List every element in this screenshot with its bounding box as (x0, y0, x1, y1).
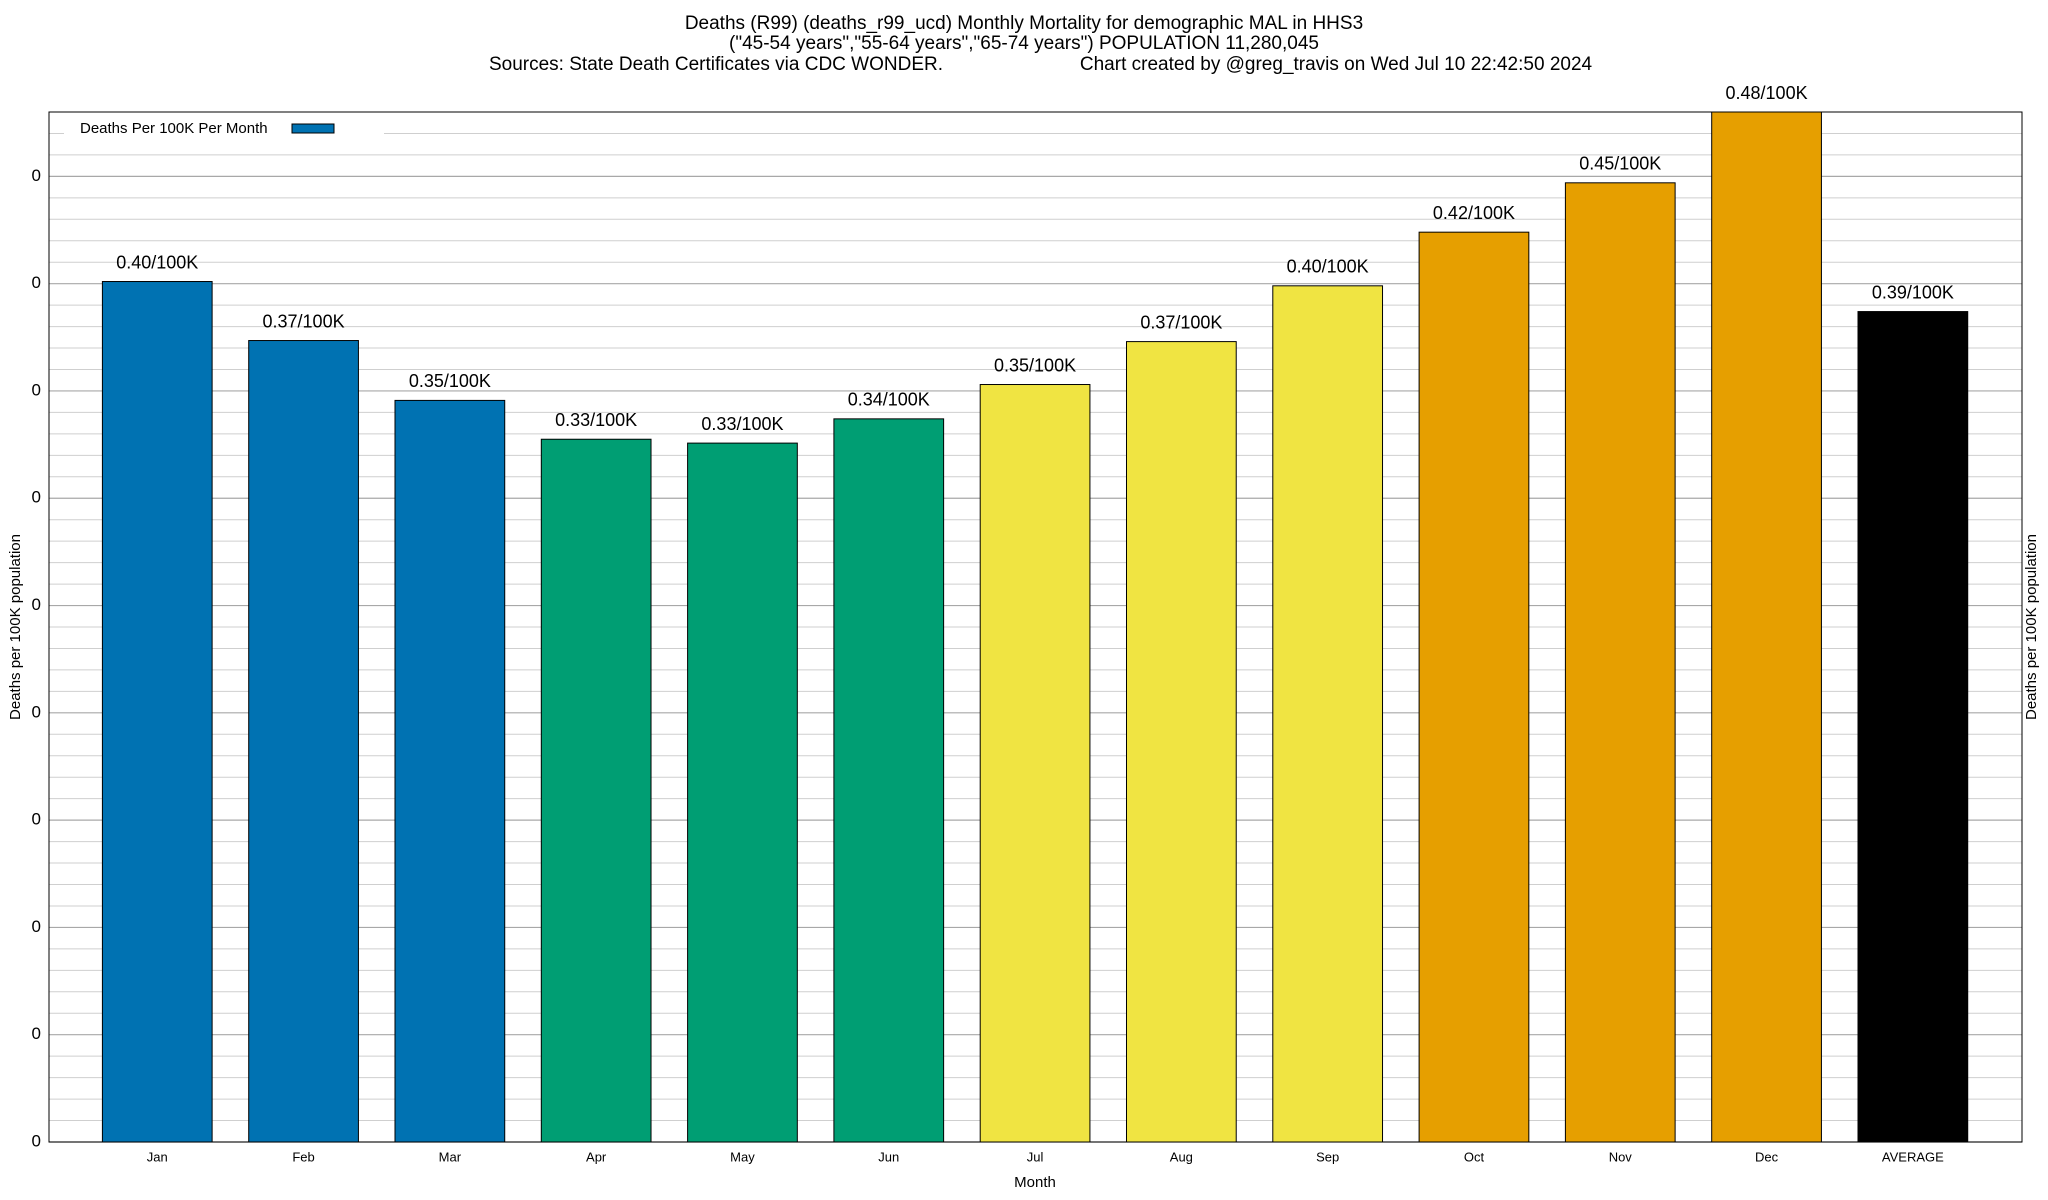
bar (540, 438, 652, 1143)
data-label: 0.40/100K (1287, 257, 1369, 277)
data-label: 0.34/100K (848, 390, 930, 410)
y-tick-label: 0 (32, 273, 41, 292)
bar (1711, 111, 1822, 1143)
data-label: 0.39/100K (1872, 282, 1954, 302)
x-tick-label: AVERAGE (1882, 1149, 1944, 1164)
legend-label: Deaths Per 100K Per Month (80, 120, 268, 137)
x-tick-label: Dec (1755, 1149, 1779, 1164)
data-label: 0.35/100K (409, 371, 491, 391)
bar (394, 399, 506, 1143)
bar (1564, 182, 1676, 1143)
data-label: 0.33/100K (555, 410, 637, 430)
bar (833, 418, 945, 1143)
y2-axis-label: Deaths per 100K population (2023, 534, 2040, 720)
data-label: 0.33/100K (701, 414, 783, 434)
x-tick-label: Aug (1170, 1149, 1193, 1164)
bar (1857, 311, 1969, 1143)
data-label: 0.35/100K (994, 355, 1076, 375)
data-label: 0.45/100K (1579, 154, 1661, 174)
bar (1418, 231, 1530, 1143)
chart-subtitle: ("45-54 years","55-64 years","65-74 year… (729, 33, 1319, 54)
legend-swatch (291, 123, 335, 134)
x-tick-label: Nov (1609, 1149, 1633, 1164)
x-axis-label: Month (1014, 1174, 1056, 1191)
y-tick-label: 0 (32, 166, 41, 185)
data-label: 0.37/100K (1140, 312, 1222, 332)
bar (687, 442, 798, 1143)
y-tick-label: 0 (32, 702, 41, 721)
bar (1272, 285, 1384, 1143)
x-tick-label: Apr (586, 1149, 607, 1164)
x-tick-label: Sep (1316, 1149, 1339, 1164)
bar (1125, 341, 1237, 1143)
data-label: 0.48/100K (1726, 83, 1808, 103)
data-label: 0.40/100K (116, 252, 198, 272)
bar (248, 340, 359, 1143)
y-tick-label: 0 (32, 595, 41, 614)
chart-title: Deaths (R99) (deaths_r99_ucd) Monthly Mo… (685, 13, 1363, 34)
x-tick-label: Feb (292, 1149, 314, 1164)
x-tick-label: May (730, 1149, 755, 1164)
bar (101, 281, 213, 1143)
y-tick-label: 0 (32, 380, 41, 399)
y-tick-label: 0 (32, 1131, 41, 1150)
y-tick-label: 0 (32, 488, 41, 507)
y-tick-label: 0 (32, 917, 41, 936)
y-axis-label: Deaths per 100K population (7, 534, 24, 720)
x-tick-label: Oct (1464, 1149, 1485, 1164)
x-tick-label: Jan (147, 1149, 168, 1164)
y-tick-label: 0 (32, 1024, 41, 1043)
bar (979, 384, 1091, 1143)
sources: Sources: State Death Certificates via CD… (489, 54, 943, 75)
data-label: 0.37/100K (263, 311, 345, 331)
data-label: 0.42/100K (1433, 203, 1515, 223)
credit: Chart created by @greg_travis on Wed Jul… (1080, 54, 1593, 75)
x-tick-label: Mar (439, 1149, 462, 1164)
x-tick-label: Jul (1027, 1149, 1044, 1164)
y-tick-label: 0 (32, 810, 41, 829)
x-tick-label: Jun (878, 1149, 899, 1164)
plot-frame (48, 111, 2023, 1143)
